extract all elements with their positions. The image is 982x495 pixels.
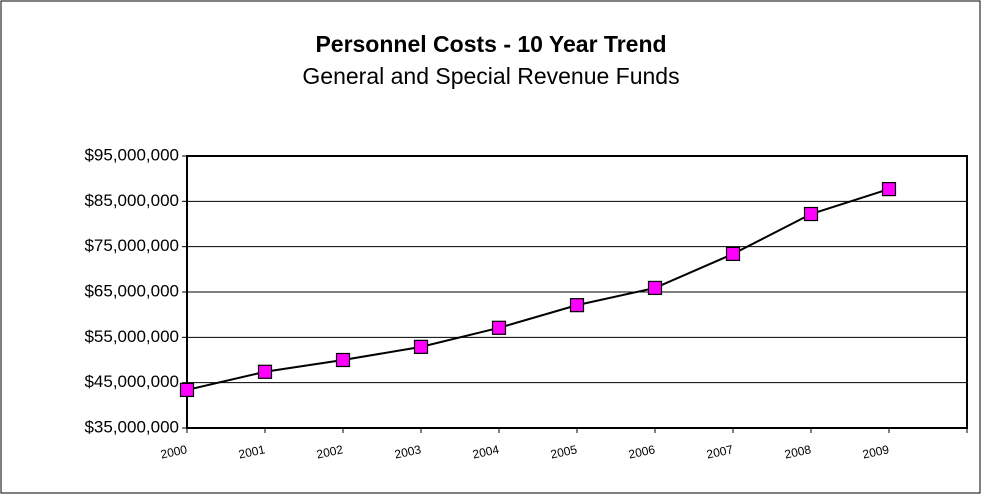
x-tick-label: 2006 [627, 442, 656, 461]
point-marker [413, 339, 429, 354]
chart-title: Personnel Costs - 10 Year Trend [315, 31, 666, 57]
series-line [186, 188, 890, 391]
point-marker [881, 181, 897, 197]
y-tick-label: $55,000,000 [84, 327, 179, 346]
point-marker [803, 206, 819, 222]
point-marker [257, 364, 273, 379]
x-tick-label: 2009 [861, 442, 890, 461]
point-marker [647, 280, 663, 296]
point-marker [491, 320, 507, 335]
chart-subtitle: General and Special Revenue Funds [302, 63, 679, 89]
x-tick-label: 2008 [783, 442, 812, 461]
point-marker [569, 298, 585, 313]
x-tick-label: 2001 [237, 442, 266, 461]
x-tick-label: 2000 [159, 442, 188, 461]
point-marker [179, 382, 195, 398]
x-tick-label: 2005 [549, 442, 578, 461]
point-marker [725, 246, 741, 262]
x-tick-label: 2002 [315, 442, 344, 461]
point-marker [335, 352, 351, 368]
y-tick-label: $85,000,000 [84, 191, 179, 210]
x-tick-label: 2004 [471, 442, 500, 461]
y-tick-label: $65,000,000 [84, 281, 179, 300]
y-tick-label: $95,000,000 [84, 145, 179, 164]
y-tick-label: $45,000,000 [84, 372, 179, 391]
y-tick-label: $35,000,000 [84, 417, 179, 436]
y-tick-label: $75,000,000 [84, 236, 179, 255]
x-tick-label: 2003 [393, 442, 422, 461]
x-tick-label: 2007 [705, 442, 734, 461]
